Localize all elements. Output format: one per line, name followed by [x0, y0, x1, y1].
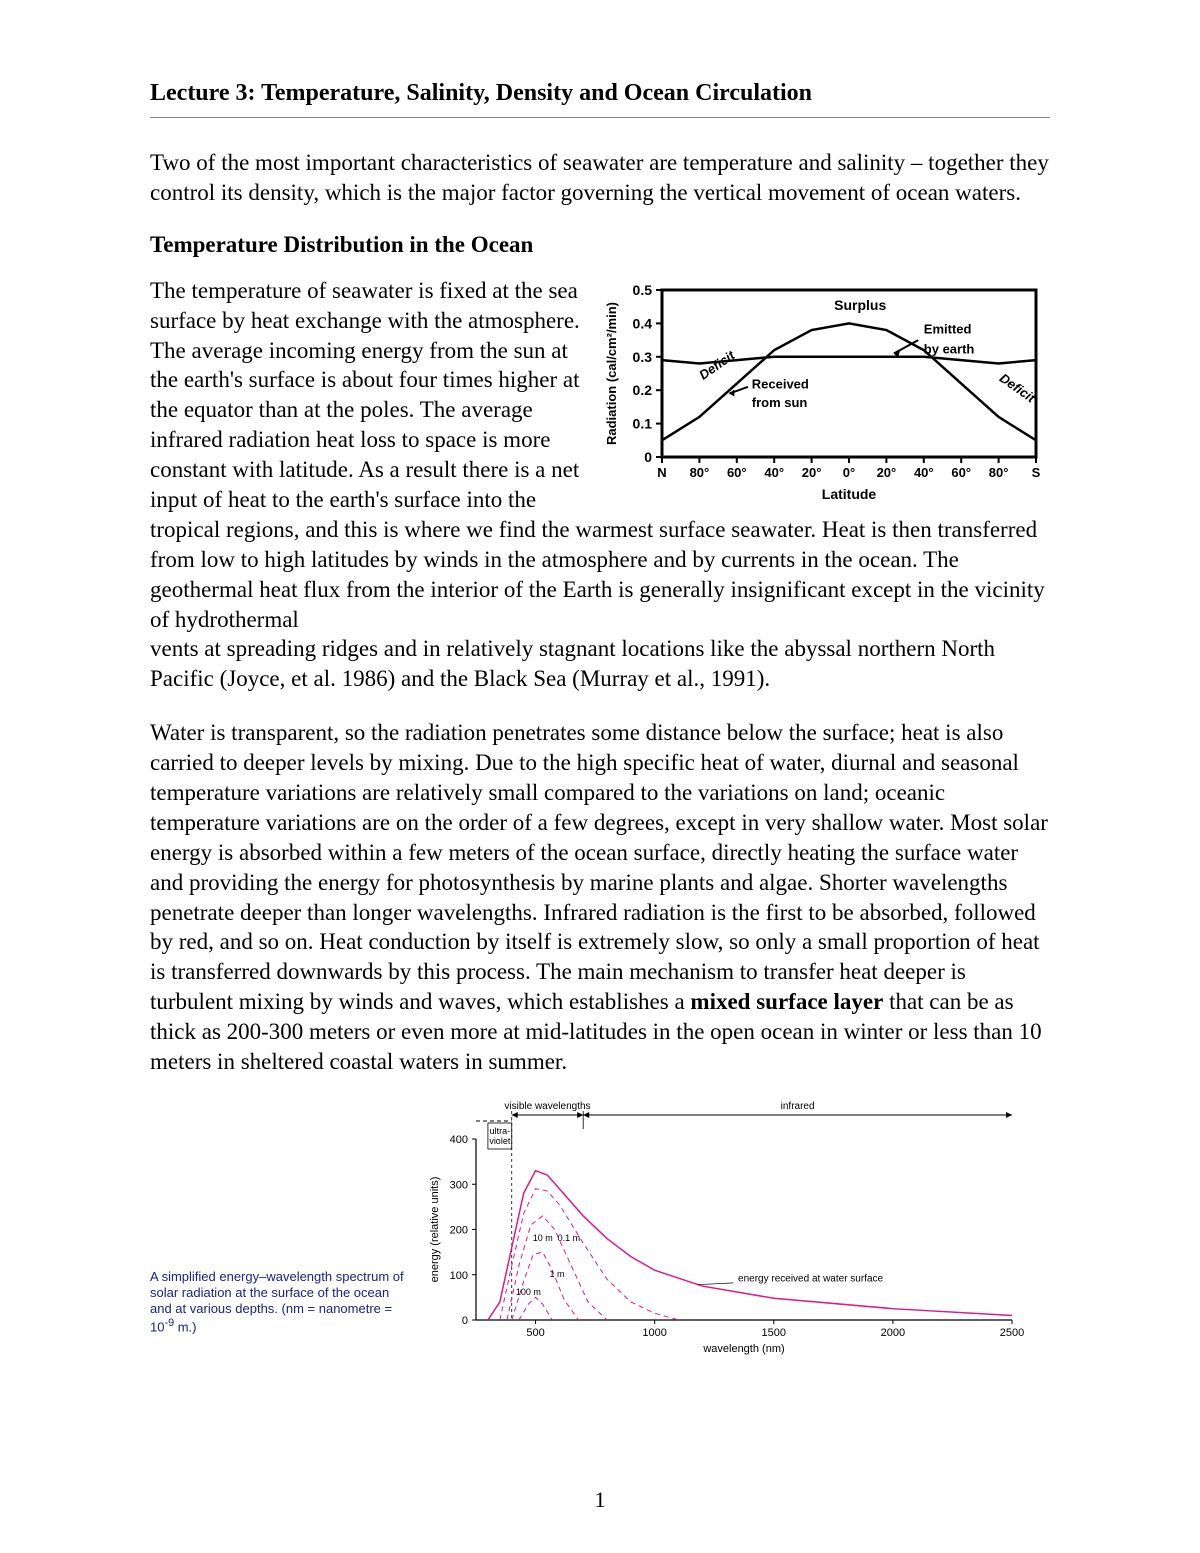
svg-text:N: N [657, 465, 666, 480]
svg-text:0.3: 0.3 [633, 349, 653, 365]
svg-text:Surplus: Surplus [834, 297, 886, 313]
svg-text:S: S [1032, 465, 1041, 480]
svg-text:10 m: 10 m [533, 1233, 553, 1243]
svg-text:2500: 2500 [1000, 1327, 1024, 1339]
mixed-surface-layer-term: mixed surface layer [690, 989, 883, 1014]
page-title: Lecture 3: Temperature, Salinity, Densit… [150, 80, 1050, 107]
para-temperature-b: vents at spreading ridges and in relativ… [150, 634, 1050, 694]
para-transparency-a: Water is transparent, so the radiation p… [150, 720, 1048, 1014]
svg-text:40°: 40° [764, 465, 784, 480]
svg-text:Latitude: Latitude [822, 486, 877, 502]
svg-text:80°: 80° [989, 465, 1009, 480]
svg-text:20°: 20° [877, 465, 897, 480]
svg-text:0.4: 0.4 [633, 315, 653, 331]
svg-text:40°: 40° [914, 465, 934, 480]
fig2-caption-exp: -9 [164, 1317, 174, 1329]
svg-text:500: 500 [526, 1327, 544, 1339]
svg-text:infrared: infrared [781, 1101, 815, 1112]
title-rule [150, 117, 1050, 118]
svg-text:from sun: from sun [752, 395, 808, 410]
figure-energy-wavelength: A simplified energy–wavelength spectrum … [150, 1101, 1050, 1356]
svg-text:400: 400 [450, 1134, 468, 1146]
page-number: 1 [0, 1487, 1200, 1513]
svg-text:0.2: 0.2 [633, 382, 653, 398]
svg-text:20°: 20° [802, 465, 822, 480]
svg-text:1 m: 1 m [549, 1269, 564, 1279]
svg-text:1000: 1000 [642, 1327, 666, 1339]
svg-text:Radiation (cal/cm²/min): Radiation (cal/cm²/min) [604, 302, 619, 445]
svg-text:by earth: by earth [924, 341, 975, 356]
svg-text:60°: 60° [727, 465, 747, 480]
section1-heading: Temperature Distribution in the Ocean [150, 232, 1050, 258]
svg-text:Received: Received [752, 376, 809, 391]
svg-text:0°: 0° [843, 465, 855, 480]
svg-text:0.5: 0.5 [633, 282, 653, 298]
svg-text:60°: 60° [951, 465, 971, 480]
svg-text:Emitted: Emitted [924, 321, 972, 336]
svg-text:0: 0 [644, 449, 652, 465]
svg-text:Deficit: Deficit [696, 347, 738, 382]
svg-text:energy (relative units): energy (relative units) [429, 1177, 441, 1283]
svg-text:80°: 80° [690, 465, 710, 480]
svg-text:energy received at water surfa: energy received at water surface [738, 1273, 884, 1284]
svg-text:0.1 m: 0.1 m [558, 1233, 581, 1243]
svg-text:violet: violet [489, 1136, 511, 1146]
svg-text:100 m: 100 m [516, 1287, 541, 1297]
svg-text:1500: 1500 [762, 1327, 786, 1339]
svg-text:100: 100 [450, 1270, 468, 1282]
intro-paragraph: Two of the most important characteristic… [150, 148, 1050, 208]
para-transparency: Water is transparent, so the radiation p… [150, 718, 1050, 1077]
svg-text:2000: 2000 [881, 1327, 905, 1339]
svg-text:Deficit: Deficit [997, 370, 1039, 405]
figure-radiation-latitude: 0 0.1 0.2 0.3 0.4 0.5 N 80° 60° 40° 20° 0° 20° 40° 60°… [600, 280, 1050, 510]
svg-text:0: 0 [462, 1315, 468, 1327]
svg-text:visible wavelengths: visible wavelengths [504, 1101, 590, 1112]
svg-text:300: 300 [450, 1179, 468, 1191]
fig2-caption: A simplified energy–wavelength spectrum … [150, 1269, 410, 1356]
svg-text:ultra-: ultra- [490, 1126, 511, 1136]
svg-text:0.1: 0.1 [633, 415, 653, 431]
svg-text:200: 200 [450, 1224, 468, 1236]
fig2-caption-suffix: m.) [174, 1320, 196, 1335]
svg-text:wavelength (nm): wavelength (nm) [702, 1343, 784, 1355]
